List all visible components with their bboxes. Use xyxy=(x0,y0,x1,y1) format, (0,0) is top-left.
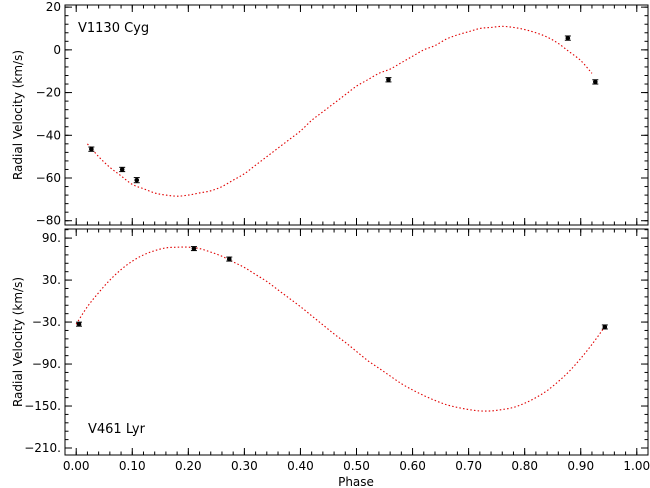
ytick-label: −150. xyxy=(24,399,61,413)
ytick-label: −20 xyxy=(36,86,61,100)
data-point xyxy=(190,246,197,252)
point-marker xyxy=(593,79,598,85)
point-marker xyxy=(602,324,608,330)
point-marker xyxy=(226,256,232,262)
point-marker xyxy=(89,146,94,152)
ytick-label: −60 xyxy=(36,171,61,185)
fit-curve xyxy=(87,25,593,197)
xtick-label: 0.30 xyxy=(231,459,258,473)
bottom-panel-points xyxy=(76,246,608,330)
point-marker xyxy=(386,77,391,83)
xtick-label: 0.80 xyxy=(511,459,538,473)
top-panel-ticks: 20 0 −20 −40 −60 −80 xyxy=(36,0,648,228)
point-marker xyxy=(119,167,125,172)
ytick-label: −40 xyxy=(36,128,61,142)
fit-curve xyxy=(75,246,604,412)
bottom-panel-frame xyxy=(64,228,649,456)
xtick-label: 0.90 xyxy=(567,459,594,473)
bottom-panel-fit-curve xyxy=(75,246,604,412)
point-marker xyxy=(76,321,82,327)
data-point xyxy=(88,146,95,152)
xtick-label: 1.00 xyxy=(623,459,650,473)
data-point xyxy=(76,321,83,327)
xtick-label: 0.00 xyxy=(63,459,90,473)
top-panel-fit-curve xyxy=(87,25,593,197)
xtick-label: 0.70 xyxy=(455,459,482,473)
ytick-label: −80 xyxy=(36,214,61,228)
point-marker xyxy=(134,177,140,183)
xtick-label: 0.40 xyxy=(287,459,314,473)
top-panel-points xyxy=(88,35,599,184)
bottom-panel-title: V461 Lyr xyxy=(88,422,146,437)
top-panel-title: V1130 Cyg xyxy=(78,21,149,36)
top-panel-ylabel: Radial Velocity (km/s) xyxy=(11,50,25,180)
data-point xyxy=(601,324,608,330)
xtick-label: 0.60 xyxy=(399,459,426,473)
point-marker xyxy=(191,246,197,251)
ytick-label: 30. xyxy=(42,273,61,287)
ytick-label: 0 xyxy=(53,43,61,57)
xtick-label: 0.10 xyxy=(119,459,146,473)
top-panel: V1130 Cyg Radial Velocity (km/s) 20 0 −20 −… xyxy=(11,0,649,228)
x-axis-title: Phase xyxy=(338,475,374,488)
ytick-label: 90. xyxy=(42,231,61,245)
ytick-label: −210. xyxy=(24,441,61,455)
xtick-label: 0.20 xyxy=(175,459,202,473)
ytick-label: −90. xyxy=(32,357,61,371)
bottom-panel: V461 Lyr Radial Velocity (km/s) Phase 90… xyxy=(11,228,650,488)
data-point xyxy=(226,256,233,262)
data-point xyxy=(564,35,571,41)
ytick-label: −30. xyxy=(32,315,61,329)
data-point xyxy=(385,77,392,83)
data-point xyxy=(592,79,599,85)
xtick-label: 0.50 xyxy=(343,459,370,473)
data-point xyxy=(119,166,126,173)
bottom-panel-ticks: 90. 30. −30. −90. −150. −210.0.00 0.10 0.20 0.30… xyxy=(24,229,650,473)
data-point xyxy=(133,177,140,184)
point-marker xyxy=(565,35,571,41)
ytick-label: 20 xyxy=(46,0,61,14)
bottom-panel-ylabel: Radial Velocity (km/s) xyxy=(11,277,25,407)
